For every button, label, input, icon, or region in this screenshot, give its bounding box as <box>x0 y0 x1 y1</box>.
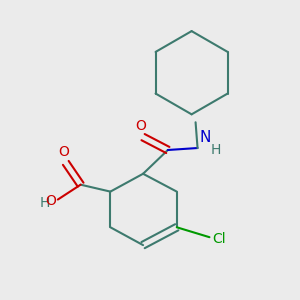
Text: N: N <box>200 130 211 145</box>
Text: O: O <box>136 119 146 133</box>
Text: Cl: Cl <box>212 232 226 246</box>
Text: H: H <box>210 143 221 157</box>
Text: O: O <box>45 194 56 208</box>
Text: O: O <box>58 145 69 159</box>
Text: H: H <box>40 196 50 209</box>
